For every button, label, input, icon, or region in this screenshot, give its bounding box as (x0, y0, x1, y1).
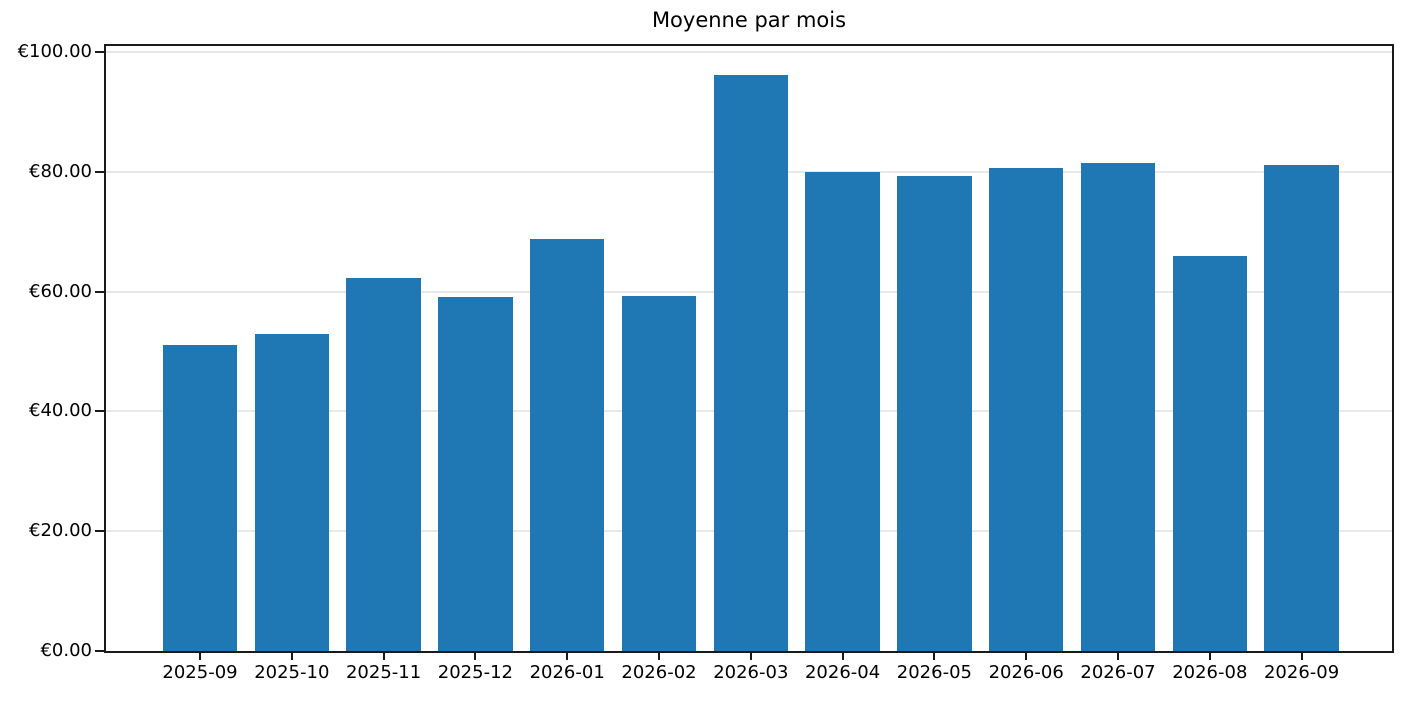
x-tick-label: 2026-05 (896, 662, 972, 683)
x-tick-label: 2025-11 (345, 662, 422, 683)
x-tick-label: 2026-07 (1080, 662, 1156, 683)
x-tick-label: 2025-10 (254, 662, 330, 683)
y-tick-label: €20.00 (29, 520, 92, 542)
y-axis-tick (95, 50, 104, 53)
bar-2026-07 (1080, 163, 1156, 651)
y-axis-tick (95, 410, 104, 413)
x-axis-tick (382, 653, 385, 660)
y-axis-tick (95, 650, 104, 652)
y-tick-label: €40.00 (29, 400, 92, 422)
x-axis-tick (199, 653, 201, 660)
x-axis-tick (290, 653, 293, 660)
gridline (106, 51, 1392, 53)
bar-2025-10 (254, 334, 330, 651)
x-tick-label: 2026-04 (804, 662, 881, 683)
x-tick-label: 2026-08 (1172, 662, 1248, 683)
y-tick-label: €100.00 (17, 40, 92, 62)
bar-2026-03 (713, 74, 789, 651)
bar-2026-04 (805, 171, 880, 651)
y-tick-label: €0.00 (40, 640, 92, 661)
chart-title: Moyenne par mois (651, 8, 847, 32)
x-axis-tick (933, 653, 936, 660)
x-tick-label: 2026-09 (1263, 662, 1340, 683)
x-axis-tick (1300, 653, 1303, 660)
y-tick-label: €80.00 (29, 160, 92, 182)
x-axis-tick (566, 653, 569, 660)
x-tick-label: 2025-12 (437, 662, 513, 683)
x-axis-tick (749, 653, 752, 660)
x-tick-label: 2026-06 (988, 662, 1064, 683)
x-tick-label: 2026-03 (713, 662, 789, 683)
bar-2026-08 (1172, 255, 1248, 651)
y-axis-tick (95, 290, 104, 293)
bar-2026-09 (1264, 165, 1339, 651)
bar-2026-01 (529, 238, 605, 651)
x-tick-label: 2026-01 (529, 662, 605, 683)
x-axis-tick (841, 653, 844, 660)
bar-2026-06 (988, 168, 1064, 651)
x-tick-label: 2026-02 (621, 662, 697, 683)
x-axis-tick (658, 653, 660, 660)
x-axis-tick (474, 653, 477, 660)
y-axis-tick (95, 530, 104, 533)
bar-2025-11 (346, 277, 421, 651)
bar-2025-12 (438, 297, 513, 651)
x-axis-tick (1208, 653, 1211, 660)
y-tick-label: €60.00 (29, 280, 92, 302)
bar-2026-05 (897, 176, 972, 651)
x-tick-label: 2025-09 (162, 662, 238, 683)
bar-2026-02 (621, 295, 697, 651)
bar-2025-09 (162, 344, 238, 651)
x-axis-tick (1025, 653, 1028, 660)
y-axis-tick (95, 170, 104, 173)
x-axis-tick (1117, 653, 1119, 660)
plot-area (104, 44, 1394, 653)
